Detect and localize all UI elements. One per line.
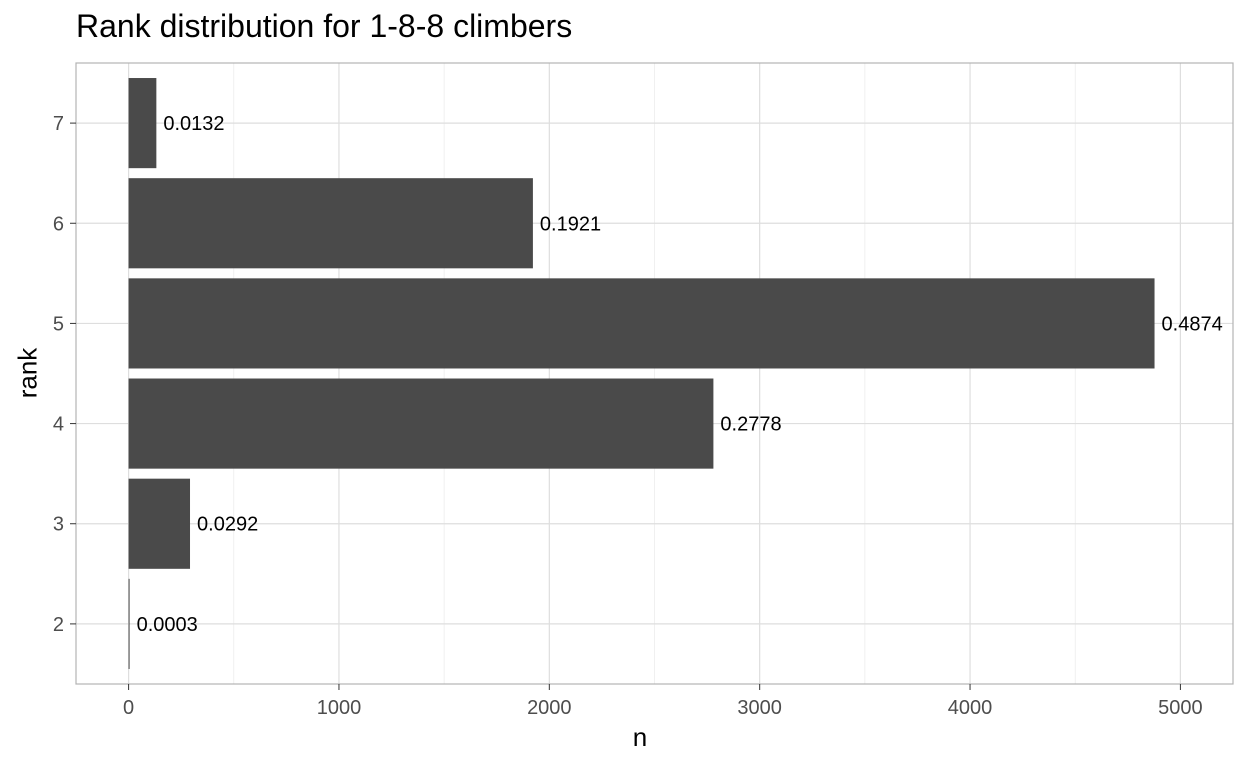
- y-tick-label: 2: [53, 614, 64, 636]
- bar: [128, 178, 533, 269]
- x-tick-label: 2000: [527, 697, 572, 719]
- minor-gridlines: [233, 63, 1076, 684]
- bar-value-label: 0.1921: [540, 213, 601, 235]
- y-tick-label: 6: [53, 213, 64, 235]
- x-tick-label: 4000: [948, 697, 993, 719]
- x-tick-label: 5000: [1158, 697, 1203, 719]
- y-axis-label: rank: [12, 347, 43, 399]
- x-axis-label: n: [632, 722, 648, 752]
- bar: [128, 378, 714, 469]
- bar-value-label: 0.0292: [197, 514, 258, 536]
- x-tick-label: 0: [123, 697, 134, 719]
- y-axis-ticks: 2 3 4 5 6 7: [53, 113, 76, 636]
- bar: [128, 478, 191, 569]
- bar-labels: 0.0003 0.0292 0.2778 0.4874 0.1921 0.0132: [137, 113, 1223, 636]
- x-axis-ticks: 0 1000 2000 3000 4000 5000: [123, 684, 1203, 719]
- x-tick-label: 3000: [737, 697, 782, 719]
- y-tick-label: 5: [53, 313, 64, 335]
- bar: [128, 278, 1155, 369]
- y-tick-label: 3: [53, 514, 64, 536]
- bar-value-label: 0.0132: [163, 113, 224, 135]
- chart-title: Rank distribution for 1-8-8 climbers: [76, 8, 573, 44]
- x-tick-label: 1000: [317, 697, 362, 719]
- bar-value-label: 0.0003: [137, 614, 198, 636]
- bar-value-label: 0.4874: [1162, 313, 1223, 335]
- y-tick-label: 7: [53, 113, 64, 135]
- plot-panel-border: [75, 62, 1234, 685]
- bar: [128, 78, 157, 169]
- bars: [128, 78, 1155, 669]
- bar: [128, 578, 130, 669]
- bar-value-label: 0.2778: [720, 414, 781, 436]
- y-tick-label: 4: [53, 414, 64, 436]
